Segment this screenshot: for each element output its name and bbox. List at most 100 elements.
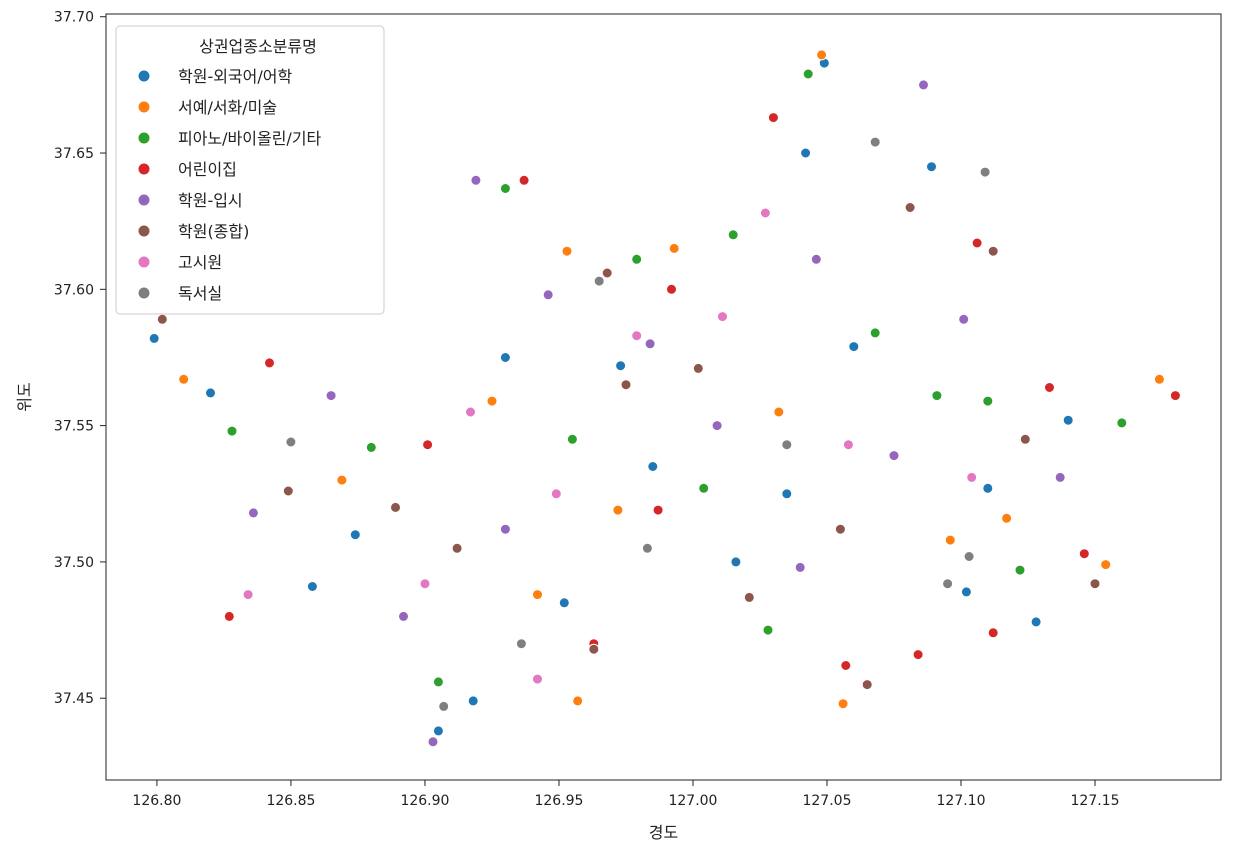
data-point-s1-10 <box>336 474 348 486</box>
data-point-s6-7 <box>465 406 476 418</box>
y-tick-label: 37.55 <box>54 419 94 435</box>
data-point-s7-5 <box>869 136 881 148</box>
data-point-s1-1 <box>837 698 849 710</box>
data-point-s0-1 <box>306 581 318 592</box>
data-point-s6-3 <box>759 207 771 219</box>
data-point-s2-12 <box>1014 564 1026 576</box>
legend: 상권업종소분류명 학원-외국어/어학서예/서화/미술피아노/바이올린/기타어린이… <box>115 25 385 315</box>
x-axis-label: 경도 <box>649 823 678 842</box>
legend-label: 고시원 <box>178 253 222 272</box>
y-tick-label: 37.70 <box>54 10 94 26</box>
data-point-s2-8 <box>698 482 710 494</box>
legend-marker <box>137 286 151 300</box>
data-point-s1-6 <box>1001 512 1013 524</box>
data-point-s7-2 <box>963 551 975 562</box>
data-point-s2-1 <box>762 624 774 636</box>
x-tick-label: 127.00 <box>668 793 717 809</box>
plot-frame <box>105 13 1222 781</box>
legend-label: 서예/서화/미술 <box>178 98 277 117</box>
data-point-s2-0 <box>631 253 643 265</box>
data-point-s0-19 <box>205 387 216 399</box>
y-tick-label: 37.45 <box>54 691 94 707</box>
data-point-s2-3 <box>982 395 994 407</box>
data-point-s1-14 <box>178 373 190 385</box>
data-point-s5-3 <box>861 679 873 691</box>
data-point-s3-13 <box>264 357 275 369</box>
data-point-s5-0 <box>156 313 168 325</box>
data-point-s1-2 <box>561 245 573 257</box>
data-point-s7-3 <box>515 638 527 650</box>
data-point-s5-7 <box>743 591 755 603</box>
data-point-s6-8 <box>717 311 728 323</box>
data-point-s3-4 <box>912 649 924 661</box>
data-point-s4-7 <box>888 450 900 462</box>
data-point-s1-9 <box>486 395 498 407</box>
data-point-s0-10 <box>1030 616 1042 628</box>
data-point-s6-6 <box>842 439 854 451</box>
data-point-s5-2 <box>601 267 613 279</box>
legend-label: 피아노/바이올린/기타 <box>178 129 322 148</box>
x-tick-label: 127.15 <box>1071 793 1120 809</box>
data-point-s1-13 <box>532 589 543 601</box>
data-point-s5-1 <box>987 245 999 257</box>
data-point-s1-0 <box>572 695 584 707</box>
data-point-s4-1 <box>918 79 929 91</box>
data-point-s0-2 <box>432 725 444 737</box>
data-point-s0-14 <box>499 352 511 363</box>
data-point-s1-11 <box>668 242 680 254</box>
legend-marker <box>137 69 151 83</box>
x-tick-label: 126.85 <box>266 793 315 809</box>
data-point-s3-3 <box>1044 382 1055 393</box>
data-point-s1-8 <box>944 534 956 546</box>
data-point-s5-6 <box>451 542 463 554</box>
legend-marker <box>137 162 151 176</box>
y-tick-label: 37.50 <box>54 555 94 571</box>
x-tick-label: 126.90 <box>400 793 449 809</box>
data-point-s3-12 <box>840 660 852 671</box>
data-point-s1-5 <box>1100 559 1112 571</box>
data-point-s4-6 <box>711 420 723 432</box>
data-point-s3-9 <box>422 439 434 451</box>
data-point-s4-8 <box>1054 471 1066 483</box>
x-tick-label: 126.80 <box>132 793 181 809</box>
data-point-s2-13 <box>727 229 739 241</box>
data-point-s5-11 <box>904 202 916 213</box>
data-point-s0-3 <box>467 695 479 707</box>
data-point-s2-4 <box>365 441 377 453</box>
legend-label: 학원(종합) <box>178 222 249 241</box>
data-point-s3-14 <box>1078 548 1090 560</box>
data-point-s4-14 <box>247 507 259 519</box>
data-point-s0-17 <box>730 556 742 568</box>
data-point-s2-7 <box>869 327 881 339</box>
data-point-s1-3 <box>816 49 828 61</box>
data-point-s0-9 <box>960 586 972 598</box>
y-axis-label: 위도 <box>15 382 34 411</box>
data-point-s5-13 <box>692 362 704 374</box>
data-point-s6-4 <box>966 471 978 483</box>
data-point-s4-0 <box>427 736 439 748</box>
data-point-s7-9 <box>641 542 653 554</box>
legend-marker <box>137 131 151 145</box>
data-point-s7-7 <box>942 578 954 590</box>
data-point-s6-5 <box>550 488 562 500</box>
data-point-s4-2 <box>470 174 482 186</box>
data-point-s3-7 <box>987 627 999 639</box>
data-point-s4-12 <box>958 313 970 325</box>
legend-label: 독서실 <box>178 284 222 303</box>
data-point-s0-16 <box>558 597 570 609</box>
data-point-s5-9 <box>1019 433 1031 445</box>
data-point-s4-9 <box>398 610 409 622</box>
data-point-s4-13 <box>499 523 511 535</box>
data-point-s2-5 <box>499 183 511 194</box>
data-point-s3-6 <box>652 504 664 516</box>
data-point-s0-15 <box>349 529 361 541</box>
data-point-s5-5 <box>282 485 294 497</box>
data-point-s6-2 <box>631 330 643 342</box>
data-point-s7-1 <box>593 275 605 287</box>
data-point-s2-11 <box>931 390 943 402</box>
data-point-s3-8 <box>666 283 677 295</box>
data-point-s0-18 <box>848 341 860 353</box>
data-point-s4-5 <box>542 289 554 301</box>
data-point-s7-8 <box>781 439 793 451</box>
